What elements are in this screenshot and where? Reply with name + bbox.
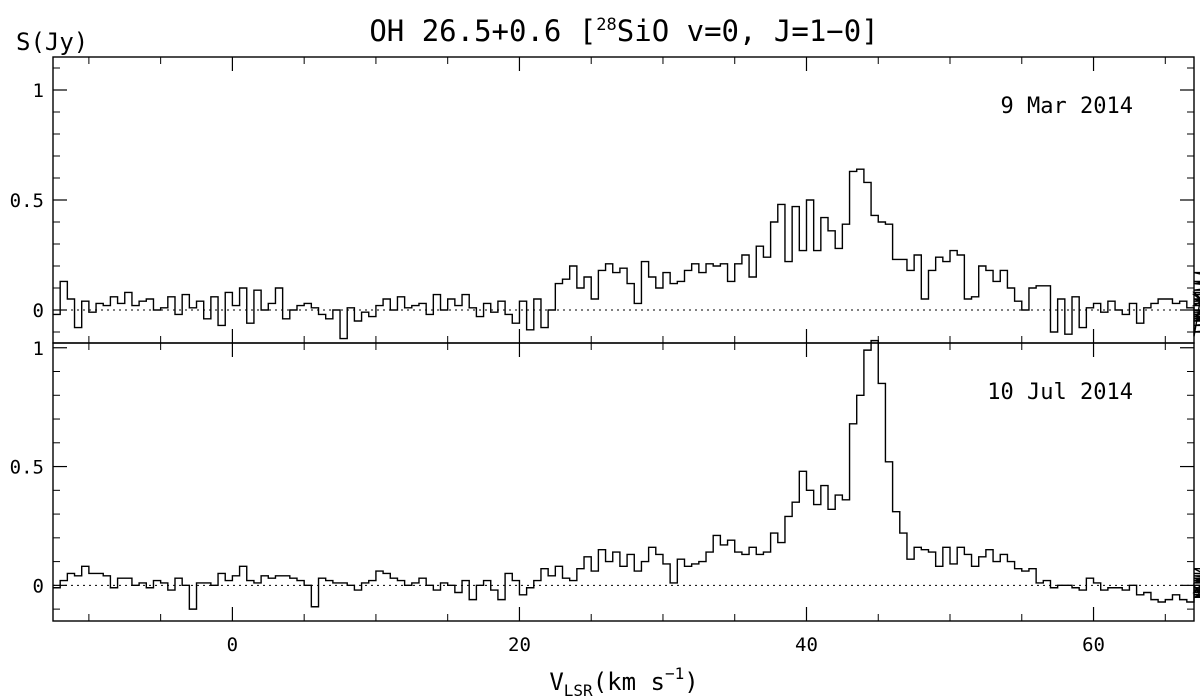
panel-date-label: 10 Jul 2014 [987, 380, 1133, 405]
y-tick-label: 0.5 [10, 190, 44, 212]
x-axis-unit: (km s [593, 668, 665, 696]
title-molecule: SiO v=0, J=1−0] [617, 14, 879, 48]
title-isotope: 28 [596, 15, 616, 35]
y-axis-label: S(Jy) [16, 28, 88, 56]
x-tick-label: 40 [795, 634, 818, 656]
x-axis-unit-close: ) [684, 668, 698, 696]
spectrum-series [53, 168, 1200, 340]
y-tick-label: 1 [33, 80, 44, 102]
spectrum-series [53, 339, 1200, 610]
panel-1: 0 0.5 1 9 Mar 2014 [10, 56, 1200, 344]
x-tick-label: 60 [1082, 634, 1105, 656]
x-axis-exponent: −1 [665, 664, 684, 683]
y-tick-label: 0.5 [10, 457, 44, 479]
x-tick-label: 0 [227, 634, 238, 656]
y-tick-label: 1 [33, 338, 44, 360]
chart-title: OH 26.5+0.6 [28SiO v=0, J=1−0] [369, 14, 878, 48]
y-tick-label: 0 [33, 575, 44, 597]
panel-2: 0 0.5 1 10 Jul 2014 0 20 40 60 [10, 338, 1200, 656]
x-axis-main: V [549, 668, 563, 696]
y-tick-label: 0 [33, 300, 44, 322]
plot-frame [52, 342, 1195, 622]
x-axis-subscript: LSR [564, 681, 593, 700]
x-tick-label: 20 [508, 634, 531, 656]
title-prefix: OH 26.5+0.6 [ [369, 14, 596, 48]
panel-date-label: 9 Mar 2014 [1001, 94, 1133, 119]
x-axis-label: VLSR(km s−1) [549, 664, 698, 700]
